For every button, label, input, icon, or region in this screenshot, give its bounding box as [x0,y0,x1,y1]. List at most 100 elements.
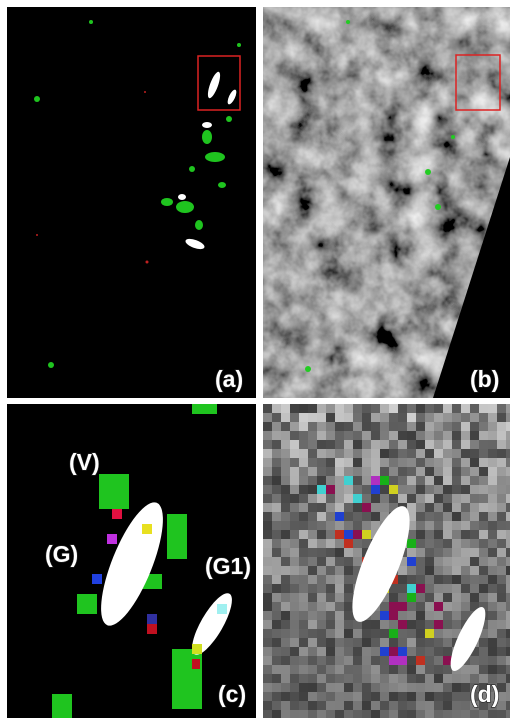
pixel [272,656,281,665]
pixel [299,440,308,449]
pixel [290,404,299,413]
pixel [371,656,380,665]
pixel [344,431,353,440]
pixel [461,539,470,548]
pixel [416,701,425,710]
pixel [308,566,317,575]
pixel [317,638,326,647]
annotation: (G) [45,541,78,567]
pixel [497,620,506,629]
pixel [308,476,317,485]
pixel [398,431,407,440]
pixel [425,458,434,467]
pixel [398,629,407,638]
pixel [272,575,281,584]
pixel [281,467,290,476]
pixel [425,431,434,440]
pixel [335,503,344,512]
pixel [308,404,317,413]
pixel [335,701,344,710]
pixel [452,467,461,476]
pixel [281,575,290,584]
pixel [362,413,371,422]
pixel [281,584,290,593]
pixel [299,620,308,629]
pixel [425,494,434,503]
pixel [452,674,461,683]
pixel [488,566,497,575]
pixel [506,692,515,701]
pixel [299,494,308,503]
pixel [344,458,353,467]
pixel [326,548,335,557]
pixel [479,665,488,674]
pixel [281,692,290,701]
pixel [443,647,452,656]
pixel [380,665,389,674]
pixel [263,413,272,422]
pixel [344,476,353,485]
pixel [371,674,380,683]
pixel [407,485,416,494]
pixel [407,602,416,611]
pixel [389,467,398,476]
pixel [362,530,371,539]
pixel [398,620,407,629]
pixel [488,413,497,422]
pixel [326,539,335,548]
pixel [272,485,281,494]
figure: (a) (b) (V) (G) (G1) (c [0,0,516,722]
page: (a) (b) (V) (G) (G1) (c [0,0,516,722]
pixel [263,548,272,557]
pixel [497,467,506,476]
pixel [317,404,326,413]
pixel [461,602,470,611]
pixel [290,557,299,566]
panel-label: (c) [218,681,246,707]
pixel [299,422,308,431]
pixel [461,413,470,422]
pixel [479,494,488,503]
pixel [434,467,443,476]
pixel [506,665,515,674]
pixel [344,665,353,674]
pixel [308,512,317,521]
pixel [272,413,281,422]
pixel [362,404,371,413]
pixel [290,620,299,629]
pixel [488,485,497,494]
pixel [407,548,416,557]
pixel [407,692,416,701]
pixel [488,467,497,476]
pixel [506,602,515,611]
pixel [272,503,281,512]
pixel [461,701,470,710]
pixel [317,593,326,602]
pixel [416,404,425,413]
pixel [353,656,362,665]
pixel [506,413,515,422]
pixel [497,440,506,449]
pixel [434,548,443,557]
pixel [434,413,443,422]
pixel [290,458,299,467]
pixel [416,521,425,530]
pixel [506,593,515,602]
pixel [353,557,362,566]
panel-c: (V) (G) (G1) (c) [7,404,256,718]
pixel [497,593,506,602]
panel-bg [7,7,256,398]
pixel [497,548,506,557]
pixel [389,647,398,656]
pixel [290,710,299,719]
pixel [272,611,281,620]
pixel [308,521,317,530]
pixel [362,449,371,458]
pixel [272,530,281,539]
pixel [326,611,335,620]
pixel [344,449,353,458]
pixel [506,548,515,557]
pixel [263,602,272,611]
pixel [371,404,380,413]
pixel [263,665,272,674]
